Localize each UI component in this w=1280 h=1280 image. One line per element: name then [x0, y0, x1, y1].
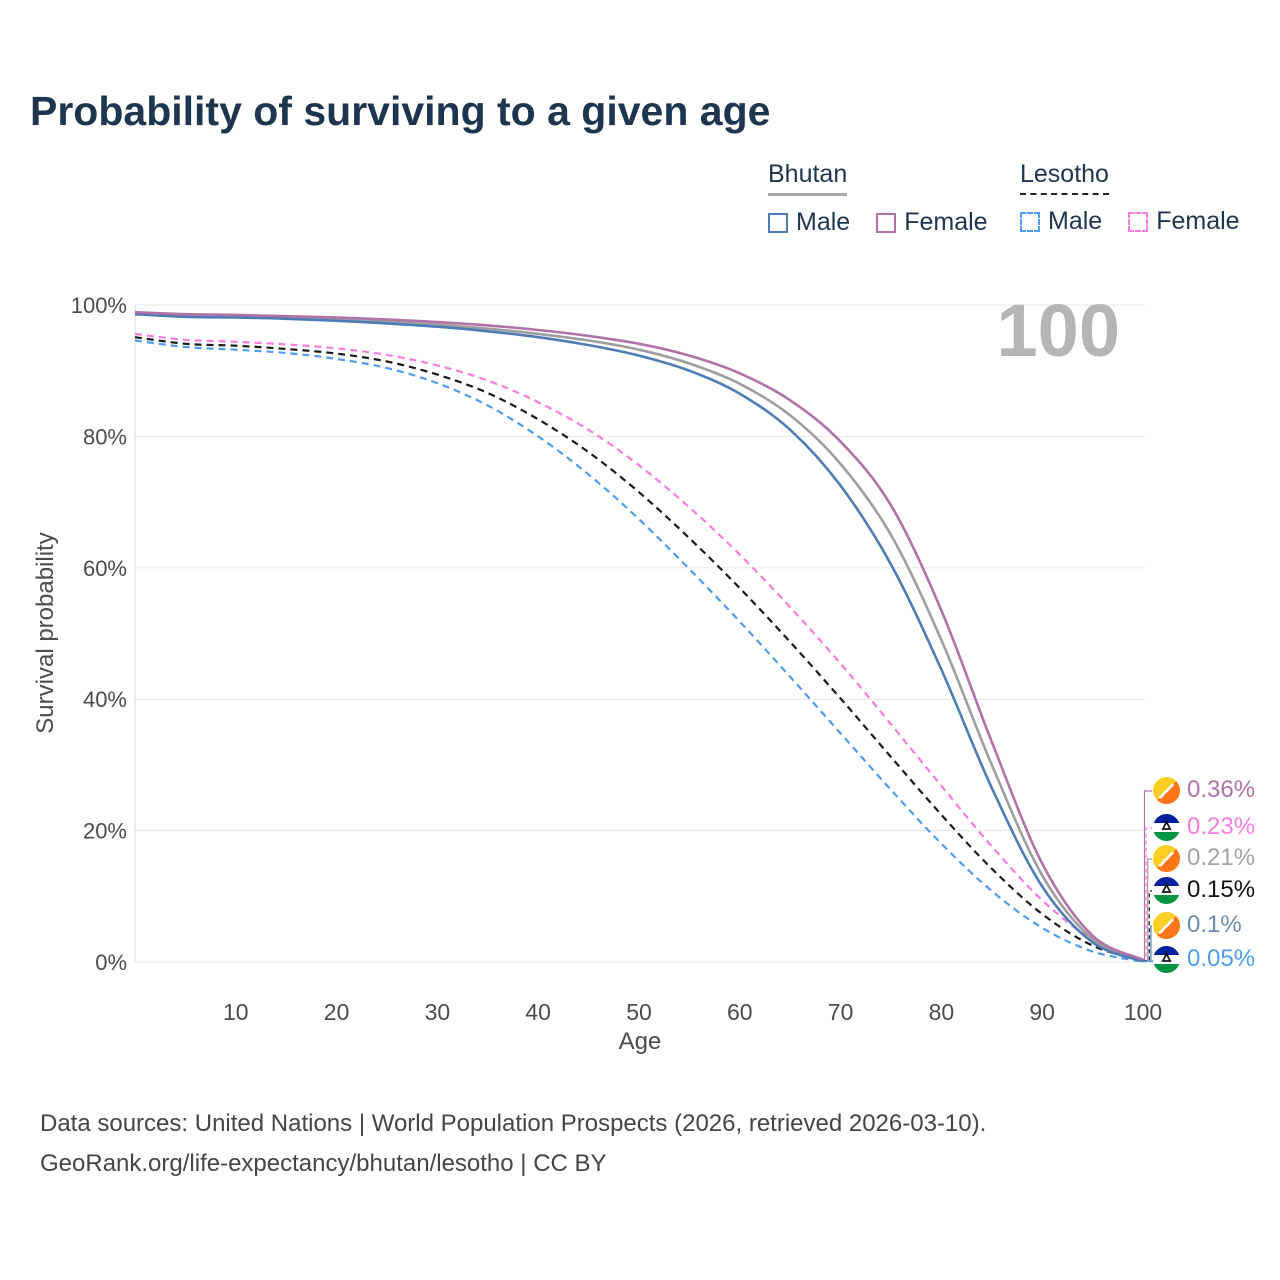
end-label-lesotho_female[interactable]: 0.23% [1153, 813, 1255, 841]
bhutan-female-swatch [876, 212, 897, 233]
end-label-connector-lesotho_male [1143, 959, 1154, 963]
x-tick-label: 50 [626, 999, 652, 1025]
end-label-value: 0.36% [1187, 776, 1256, 803]
y-tick-label: 20% [83, 819, 127, 844]
lesotho-flag-icon [1153, 813, 1180, 841]
x-tick-label: 100 [1124, 999, 1162, 1025]
y-tick-label: 0% [95, 950, 127, 975]
legend-item-lesotho-male[interactable]: Male [1020, 207, 1102, 236]
legend-item-bhutan-male[interactable]: Male [768, 208, 850, 237]
lesotho-flag-icon [1153, 876, 1180, 904]
footer-attribution: GeoRank.org/life-expectancy/bhutan/lesot… [40, 1150, 607, 1177]
end-label-value: 0.23% [1187, 813, 1256, 840]
x-axis-title: Age [618, 1028, 662, 1055]
age-watermark: 100 [997, 289, 1120, 372]
series-line-lesotho_female[interactable] [134, 332, 1144, 962]
legend-item-label: Male [1048, 207, 1103, 235]
end-label-bhutan_female[interactable]: 0.36% [1153, 776, 1255, 804]
legend-items-bhutan: Male Female [768, 208, 988, 237]
x-tick-label: 80 [929, 999, 955, 1025]
bhutan-flag-icon [1153, 911, 1180, 939]
end-label-value: 0.15% [1187, 876, 1256, 903]
end-label-bhutan_male[interactable]: 0.1% [1153, 911, 1242, 939]
legend-items-lesotho: Male Female [1020, 207, 1240, 236]
bhutan-flag-icon [1153, 844, 1180, 872]
x-tick-label: 60 [727, 999, 753, 1025]
series-line-lesotho_both[interactable] [134, 336, 1144, 963]
footer-data-sources: Data sources: United Nations | World Pop… [40, 1110, 987, 1137]
x-tick-label: 20 [324, 999, 350, 1025]
lesotho-female-swatch [1128, 211, 1149, 232]
legend-country-lesotho: Lesotho [1020, 160, 1109, 195]
end-label-lesotho_male[interactable]: 0.05% [1153, 945, 1255, 973]
chart-title: Probability of surviving to a given age [30, 88, 771, 134]
end-label-value: 0.05% [1187, 945, 1256, 972]
end-label-value: 0.21% [1187, 844, 1256, 871]
legend-country-bhutan: Bhutan [768, 160, 848, 196]
series-line-bhutan_both[interactable] [134, 312, 1144, 962]
end-label-value: 0.1% [1187, 911, 1242, 938]
lesotho-flag-icon [1153, 945, 1180, 973]
x-tick-label: 10 [223, 999, 249, 1025]
series-line-bhutan_male[interactable] [134, 312, 1144, 963]
series-line-bhutan_female[interactable] [134, 310, 1144, 961]
y-tick-label: 40% [83, 687, 127, 712]
legend-item-bhutan-female[interactable]: Female [876, 208, 988, 237]
y-tick-label: 80% [83, 424, 127, 449]
legend-item-label: Female [1156, 207, 1240, 235]
end-label-lesotho_both[interactable]: 0.15% [1153, 876, 1255, 904]
end-label-connector-bhutan_female [1143, 790, 1152, 961]
x-tick-label: 30 [425, 999, 451, 1025]
series-line-lesotho_male[interactable] [134, 339, 1144, 963]
legend-item-lesotho-female[interactable]: Female [1128, 207, 1240, 236]
lesotho-male-swatch [1020, 211, 1040, 232]
legend-group-lesotho: Lesotho Male Female [1020, 160, 1240, 236]
bhutan-male-swatch [768, 212, 788, 233]
legend-group-bhutan: Bhutan Male Female [768, 160, 988, 237]
x-tick-label: 40 [525, 999, 551, 1025]
y-tick-label: 100% [71, 293, 127, 318]
legend-item-label: Female [904, 208, 988, 236]
bhutan-flag-icon [1153, 776, 1180, 804]
y-tick-label: 60% [83, 556, 127, 581]
legend-item-label: Male [796, 208, 851, 236]
x-tick-label: 90 [1029, 999, 1055, 1025]
y-axis-title: Survival probability [32, 532, 59, 734]
end-label-bhutan_both[interactable]: 0.21% [1153, 844, 1255, 872]
x-tick-label: 70 [828, 999, 854, 1025]
